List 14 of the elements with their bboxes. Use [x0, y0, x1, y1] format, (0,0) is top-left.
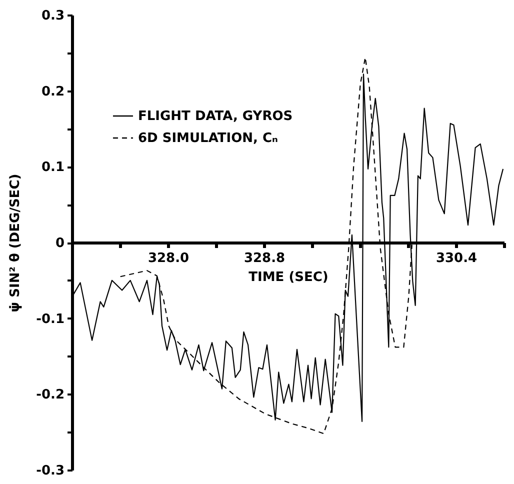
y-tick-label: -0.2 [36, 388, 64, 403]
legend-label: 6D SIMULATION, Cₙ [138, 131, 278, 146]
y-tick-label: 0 [55, 236, 64, 251]
legend-label: FLIGHT DATA, GYROS [138, 109, 293, 124]
x-axis-title: TIME (SEC) [248, 270, 328, 285]
y-tick-label: 0.3 [41, 8, 64, 24]
y-tick-label: -0.1 [36, 312, 64, 327]
x-tick-label: 330.4 [436, 251, 478, 266]
y-axis-title: ψ̇ SIN² θ (DEG/SEC) [8, 174, 24, 312]
y-tick-label: 0.1 [41, 160, 64, 176]
y-tick-label: -0.3 [36, 464, 64, 478]
x-tick-label: 328.8 [244, 251, 286, 266]
y-tick-label: 0.2 [41, 84, 64, 100]
x-tick-label: 328.0 [148, 251, 190, 266]
